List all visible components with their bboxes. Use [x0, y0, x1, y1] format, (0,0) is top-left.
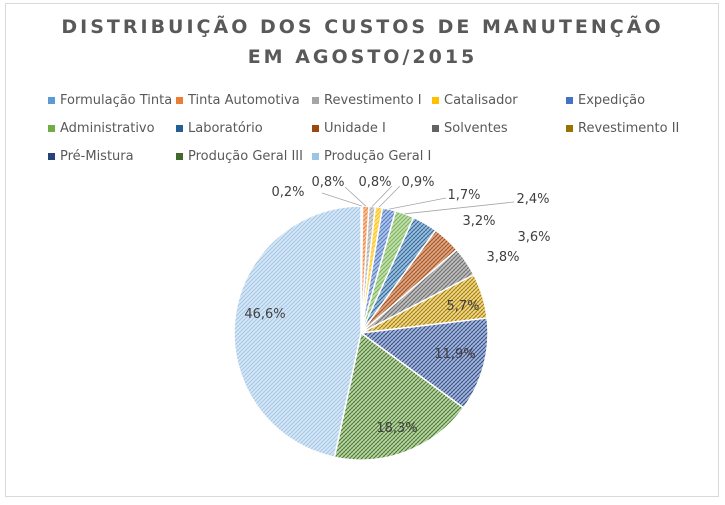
- pie-slice-producao-geral-iii: [333, 331, 465, 461]
- legend-label: Solventes: [444, 120, 508, 136]
- legend-item-expedicao: Expedição: [566, 91, 645, 109]
- legend-swatch: [48, 152, 55, 160]
- legend-swatch: [312, 124, 319, 132]
- legend-item-tinta-automotiva: Tinta Automotiva: [176, 91, 300, 109]
- data-label-expedicao: 1,7%: [447, 188, 480, 203]
- data-label-revestimento-ii: 5,7%: [446, 299, 479, 314]
- data-label-pre-mistura: 11,9%: [434, 347, 475, 362]
- data-label-unidade-i: 3,6%: [517, 230, 550, 245]
- legend-item-producao-geral-iii: Produção Geral III: [176, 147, 303, 165]
- leader-line-administrativo: [404, 201, 515, 215]
- legend-label: Formulação Tinta: [60, 92, 173, 108]
- legend-swatch: [432, 96, 439, 104]
- chart-title: DISTRIBUIÇÃO DOS CUSTOS DE MANUTENÇÃO EM…: [0, 12, 725, 72]
- legend-swatch: [312, 152, 319, 160]
- data-label-formulacao-tinta: 0,2%: [271, 185, 304, 200]
- legend-label: Revestimento II: [578, 120, 680, 136]
- data-label-solventes: 3,8%: [486, 250, 519, 265]
- pie-slice-pre-mistura: [359, 317, 489, 409]
- legend-label: Administrativo: [60, 120, 155, 136]
- legend-item-revestimento-i: Revestimento I: [312, 91, 422, 109]
- data-label-laboratorio: 3,2%: [462, 214, 495, 229]
- legend-swatch: [48, 124, 55, 132]
- chart-title-line-2: EM AGOSTO/2015: [247, 46, 478, 68]
- legend-item-solventes: Solventes: [432, 119, 508, 137]
- legend-swatch: [432, 124, 439, 132]
- legend-label: Laboratório: [188, 120, 263, 136]
- legend-label: Produção Geral I: [324, 148, 432, 164]
- legend-item-formulacao-tinta: Formulação Tinta: [48, 91, 172, 109]
- data-label-catalisador: 0,9%: [401, 175, 434, 190]
- leader-line-revestimento-i: [371, 185, 393, 207]
- legend-swatch: [176, 152, 183, 160]
- data-label-producao-geral-iii: 18,3%: [376, 421, 417, 436]
- legend-item-revestimento-ii: Revestimento II: [566, 119, 679, 137]
- data-label-administrativo: 2,4%: [516, 192, 549, 207]
- data-label-tinta-automotiva: 0,8%: [311, 175, 344, 190]
- legend-label: Revestimento I: [324, 92, 422, 108]
- legend-swatch: [566, 124, 573, 132]
- pie-slice-producao-geral-i: [233, 205, 362, 459]
- chart-title-line-1: DISTRIBUIÇÃO DOS CUSTOS DE MANUTENÇÃO: [61, 16, 664, 38]
- legend-item-unidade-i: Unidade I: [312, 119, 386, 137]
- leader-line-expedicao: [389, 197, 447, 210]
- legend-label: Tinta Automotiva: [188, 92, 300, 108]
- leader-line-catalisador: [378, 185, 401, 208]
- legend-label: Catalisador: [444, 92, 518, 108]
- leader-line-tinta-automotiva: [344, 186, 367, 207]
- legend-swatch: [176, 96, 183, 104]
- data-label-producao-geral-i: 46,6%: [244, 307, 285, 322]
- legend-label: Produção Geral III: [188, 148, 303, 164]
- legend-label: Unidade I: [324, 120, 386, 136]
- legend-swatch: [176, 124, 183, 132]
- legend-item-administrativo: Administrativo: [48, 119, 155, 137]
- legend-item-catalisador: Catalisador: [432, 91, 518, 109]
- legend-item-producao-geral-i: Produção Geral I: [312, 147, 431, 165]
- legend-item-laboratorio: Laboratório: [176, 119, 263, 137]
- chart-legend: Formulação Tinta Tinta Automotiva Revestim…: [0, 0, 725, 180]
- legend-item-pre-mistura: Pré-Mistura: [48, 147, 134, 165]
- legend-swatch: [566, 96, 573, 104]
- legend-label: Expedição: [578, 92, 646, 108]
- leader-line-formulacao-tinta: [321, 192, 362, 207]
- legend-swatch: [48, 96, 55, 104]
- legend-label: Pré-Mistura: [60, 148, 134, 164]
- data-label-revestimento-i: 0,8%: [358, 175, 391, 190]
- legend-swatch: [312, 96, 319, 104]
